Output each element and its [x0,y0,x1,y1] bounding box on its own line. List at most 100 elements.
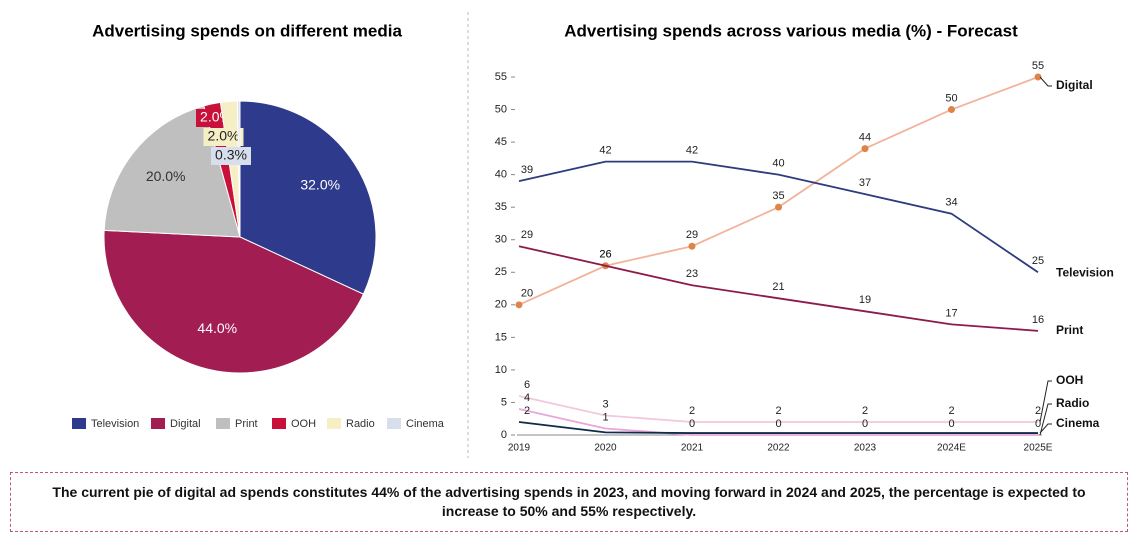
data-label: 2 [775,405,781,417]
slice-label: 0.3% [215,147,247,163]
legend-swatch [72,418,86,429]
series-marker [1034,73,1042,81]
data-label: 19 [859,294,871,306]
x-tick-label: 2022 [767,443,790,454]
y-tick-label: 10 [495,364,507,376]
data-label: 25 [1032,255,1044,267]
y-tick-label: 25 [495,266,507,278]
data-label: 0 [689,418,695,430]
legend-swatch [151,418,165,429]
data-label: 20 [521,288,533,300]
data-label: 23 [686,268,698,280]
y-tick-label: 20 [495,299,507,311]
data-label: 55 [1032,60,1044,72]
data-label: 29 [686,229,698,241]
x-tick-label: 2023 [854,443,877,454]
series-name: Print [1056,323,1083,337]
data-label: 37 [859,177,871,189]
series-name: Digital [1056,78,1093,92]
slice-label: 20.0% [146,168,186,184]
legend-label: Digital [170,418,201,430]
data-label: 50 [945,92,957,104]
slice-label: 2.0% [208,128,240,144]
slice-label: 32.0% [300,176,340,192]
series-line [518,421,1038,434]
data-label: 35 [772,190,784,202]
y-tick-label: 15 [495,331,507,343]
x-tick-label: 2020 [594,443,617,454]
legend-label: Television [91,418,139,430]
data-label: 1 [602,411,608,423]
series-line [518,408,1038,436]
y-tick-label: 40 [495,169,507,181]
pie-slice [236,100,241,238]
slice-label-box [211,147,251,165]
data-label: 21 [772,281,784,293]
leader-line [1039,423,1052,434]
legend-label: Print [235,418,258,430]
data-label: 0 [862,418,868,430]
data-label: 2 [524,405,530,417]
chart-title: Advertising spends on different media [92,21,402,40]
data-label: 39 [521,164,533,176]
data-label: 6 [524,379,530,391]
x-tick-label: 2025E [1024,443,1053,454]
legend-swatch [327,418,341,429]
series-marker [688,242,696,250]
leader-line [1039,380,1052,423]
y-tick-label: 45 [495,136,507,148]
x-tick-label: 2019 [508,443,531,454]
data-label: 2 [948,405,954,417]
y-tick-label: 30 [495,234,507,246]
y-tick-label: 35 [495,201,507,213]
pie-slice [239,100,377,295]
series-line [518,245,1039,332]
data-label: 26 [599,249,611,261]
legend-label: Radio [346,418,375,430]
y-tick-label: 5 [501,396,507,408]
y-tick-label: 0 [501,429,507,441]
pie-slice [103,229,365,374]
data-label: 0 [948,418,954,430]
y-tick-label: 50 [495,103,507,115]
data-label: 29 [521,229,533,241]
data-label: 2 [862,405,868,417]
data-label: 0 [1035,418,1041,430]
series-line [518,160,1039,274]
charts: Advertising spends on different media Ad… [72,12,1114,458]
chart-title: Advertising spends across various media … [564,21,1018,40]
series-line [518,395,1038,423]
note-box: The current pie of digital ad spends con… [10,472,1128,532]
x-tick-label: 2021 [681,443,704,454]
data-label: 42 [599,145,611,157]
leader-line [1039,76,1052,87]
data-label: 16 [1032,314,1044,326]
data-label: 40 [772,158,784,170]
slice-label: 44.0% [197,320,237,336]
series-marker [948,106,955,114]
data-label: 17 [945,307,957,319]
series-name: OOH [1056,373,1083,387]
x-tick-label: 2024E [937,443,966,454]
data-label: 2 [689,405,695,417]
data-label: 26 [599,249,611,261]
series-name: Television [1056,265,1114,279]
data-label: 4 [524,392,530,404]
slice-label-box [203,128,244,146]
series-marker [775,203,782,211]
data-label: 42 [686,145,698,157]
series-name: Radio [1056,396,1089,410]
legend-swatch [216,418,230,429]
legend-swatch [387,418,401,429]
leader-line [1039,403,1052,436]
series-marker [515,301,523,309]
data-label: 44 [859,132,871,144]
y-tick-label: 55 [495,71,507,83]
data-label: 3 [602,398,608,410]
data-label: 2 [1035,405,1041,417]
series-name: Cinema [1056,416,1100,430]
series-marker [861,145,869,153]
note-text: The current pie of digital ad spends con… [52,484,1086,519]
legend-label: Cinema [406,418,445,430]
